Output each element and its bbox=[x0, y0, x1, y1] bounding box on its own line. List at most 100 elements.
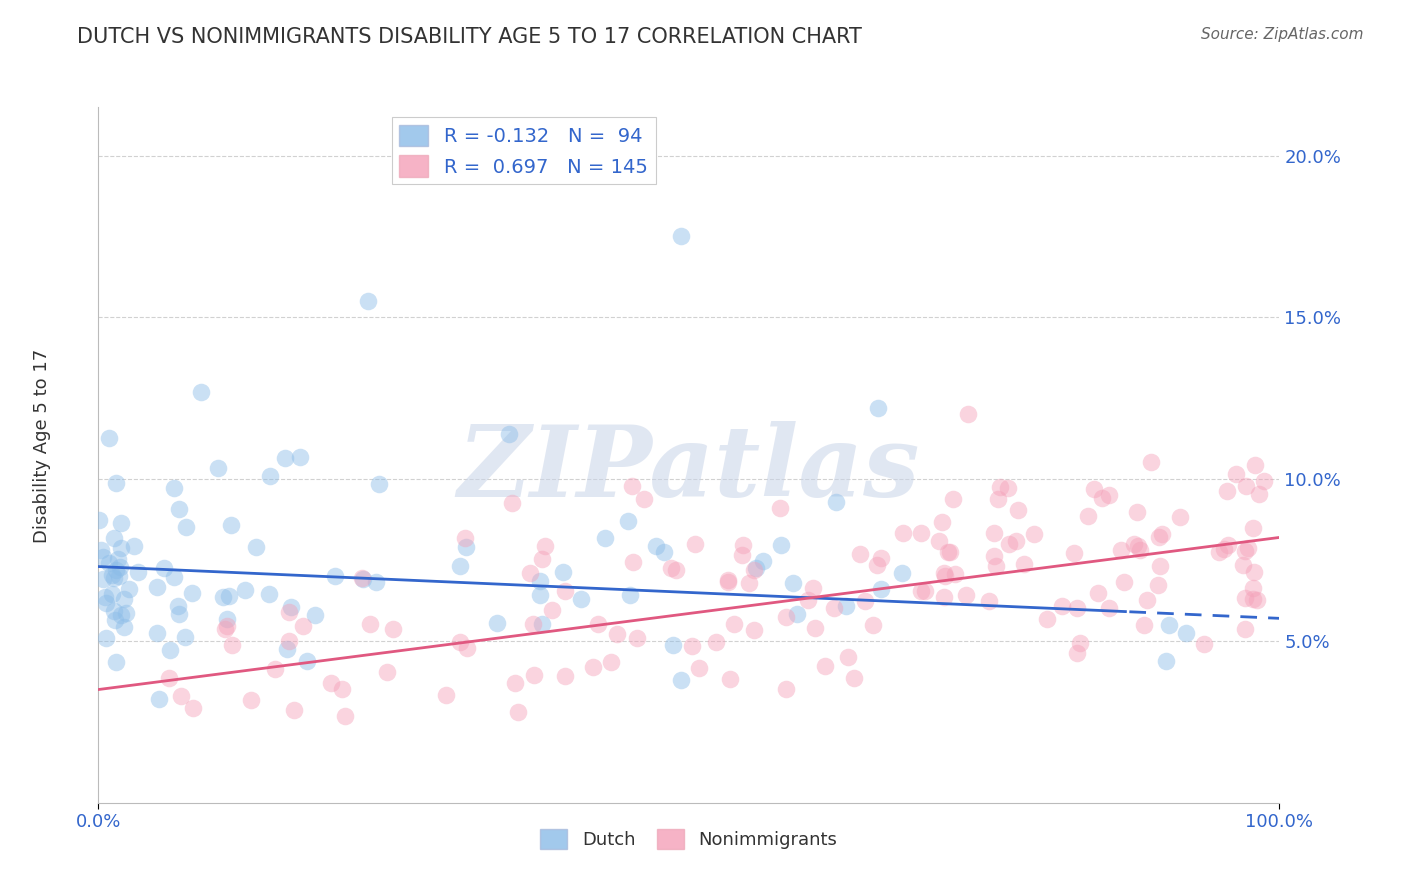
Point bbox=[522, 667, 544, 681]
Point bbox=[1243, 458, 1265, 472]
Point bbox=[853, 593, 876, 607]
Point bbox=[449, 634, 471, 648]
Point bbox=[1140, 455, 1163, 469]
Point bbox=[633, 491, 655, 506]
Point bbox=[890, 566, 912, 580]
Point bbox=[333, 708, 356, 723]
Point bbox=[1237, 541, 1260, 555]
Point bbox=[685, 537, 707, 551]
Point bbox=[352, 571, 374, 585]
Point bbox=[626, 632, 648, 646]
Point bbox=[1243, 566, 1265, 580]
Point bbox=[319, 676, 342, 690]
Point bbox=[934, 569, 956, 583]
Point bbox=[801, 582, 824, 596]
Point bbox=[1212, 541, 1234, 556]
Point bbox=[181, 586, 204, 600]
Point bbox=[530, 551, 553, 566]
Point bbox=[1253, 474, 1275, 488]
Point bbox=[1066, 601, 1088, 615]
Text: Source: ZipAtlas.com: Source: ZipAtlas.com bbox=[1201, 27, 1364, 42]
Point bbox=[153, 561, 176, 575]
Point bbox=[167, 599, 190, 613]
Point bbox=[110, 516, 132, 530]
Point bbox=[623, 555, 645, 569]
Point bbox=[104, 655, 127, 669]
Point bbox=[103, 604, 125, 618]
Point bbox=[1225, 467, 1247, 481]
Point bbox=[1050, 599, 1073, 614]
Point bbox=[368, 477, 391, 491]
Point bbox=[127, 565, 149, 579]
Point bbox=[1063, 546, 1085, 560]
Point bbox=[529, 574, 551, 588]
Point bbox=[1241, 520, 1264, 534]
Point bbox=[742, 623, 765, 637]
Point bbox=[1129, 542, 1152, 557]
Point bbox=[304, 607, 326, 622]
Point bbox=[554, 669, 576, 683]
Point bbox=[1208, 545, 1230, 559]
Point bbox=[91, 573, 114, 587]
Point bbox=[986, 559, 1008, 574]
Point bbox=[1147, 578, 1170, 592]
Point bbox=[90, 543, 112, 558]
Point bbox=[752, 554, 775, 568]
Point bbox=[101, 587, 124, 601]
Point bbox=[662, 638, 685, 652]
Point bbox=[1114, 575, 1136, 590]
Point bbox=[103, 531, 125, 545]
Point bbox=[870, 551, 893, 566]
Point bbox=[652, 545, 675, 559]
Point bbox=[938, 544, 960, 558]
Point bbox=[775, 682, 797, 697]
Point bbox=[454, 531, 477, 545]
Point bbox=[1234, 591, 1257, 606]
Point bbox=[87, 513, 110, 527]
Point bbox=[987, 492, 1010, 507]
Point bbox=[910, 584, 932, 599]
Point bbox=[593, 531, 616, 545]
Point bbox=[531, 616, 554, 631]
Point bbox=[486, 615, 509, 630]
Point bbox=[782, 576, 804, 591]
Point bbox=[167, 607, 190, 622]
Point bbox=[619, 588, 641, 602]
Point bbox=[956, 407, 979, 421]
Point bbox=[157, 671, 180, 685]
Point bbox=[814, 659, 837, 673]
Point bbox=[910, 525, 932, 540]
Point bbox=[110, 541, 132, 556]
Point bbox=[997, 481, 1019, 495]
Point bbox=[105, 475, 128, 490]
Point bbox=[94, 590, 117, 604]
Point bbox=[616, 514, 638, 528]
Point bbox=[1098, 488, 1121, 502]
Point bbox=[804, 621, 827, 635]
Point bbox=[325, 569, 347, 583]
Legend: Dutch, Nonimmigrants: Dutch, Nonimmigrants bbox=[533, 822, 845, 856]
Point bbox=[1126, 505, 1149, 519]
Point bbox=[943, 567, 966, 582]
Point bbox=[554, 584, 576, 599]
Point bbox=[866, 401, 889, 415]
Point bbox=[717, 573, 740, 587]
Point bbox=[688, 660, 710, 674]
Point bbox=[91, 549, 114, 564]
Point bbox=[723, 616, 745, 631]
Point bbox=[731, 548, 754, 562]
Point bbox=[775, 609, 797, 624]
Point bbox=[1234, 544, 1257, 558]
Point bbox=[998, 537, 1021, 551]
Point bbox=[842, 671, 865, 685]
Point bbox=[541, 603, 564, 617]
Point bbox=[914, 584, 936, 599]
Point bbox=[110, 560, 132, 574]
Point bbox=[352, 572, 374, 586]
Point bbox=[276, 642, 298, 657]
Point bbox=[742, 564, 765, 578]
Point bbox=[181, 700, 204, 714]
Text: ZIPatlas: ZIPatlas bbox=[458, 421, 920, 517]
Point bbox=[94, 596, 117, 610]
Point bbox=[988, 480, 1011, 494]
